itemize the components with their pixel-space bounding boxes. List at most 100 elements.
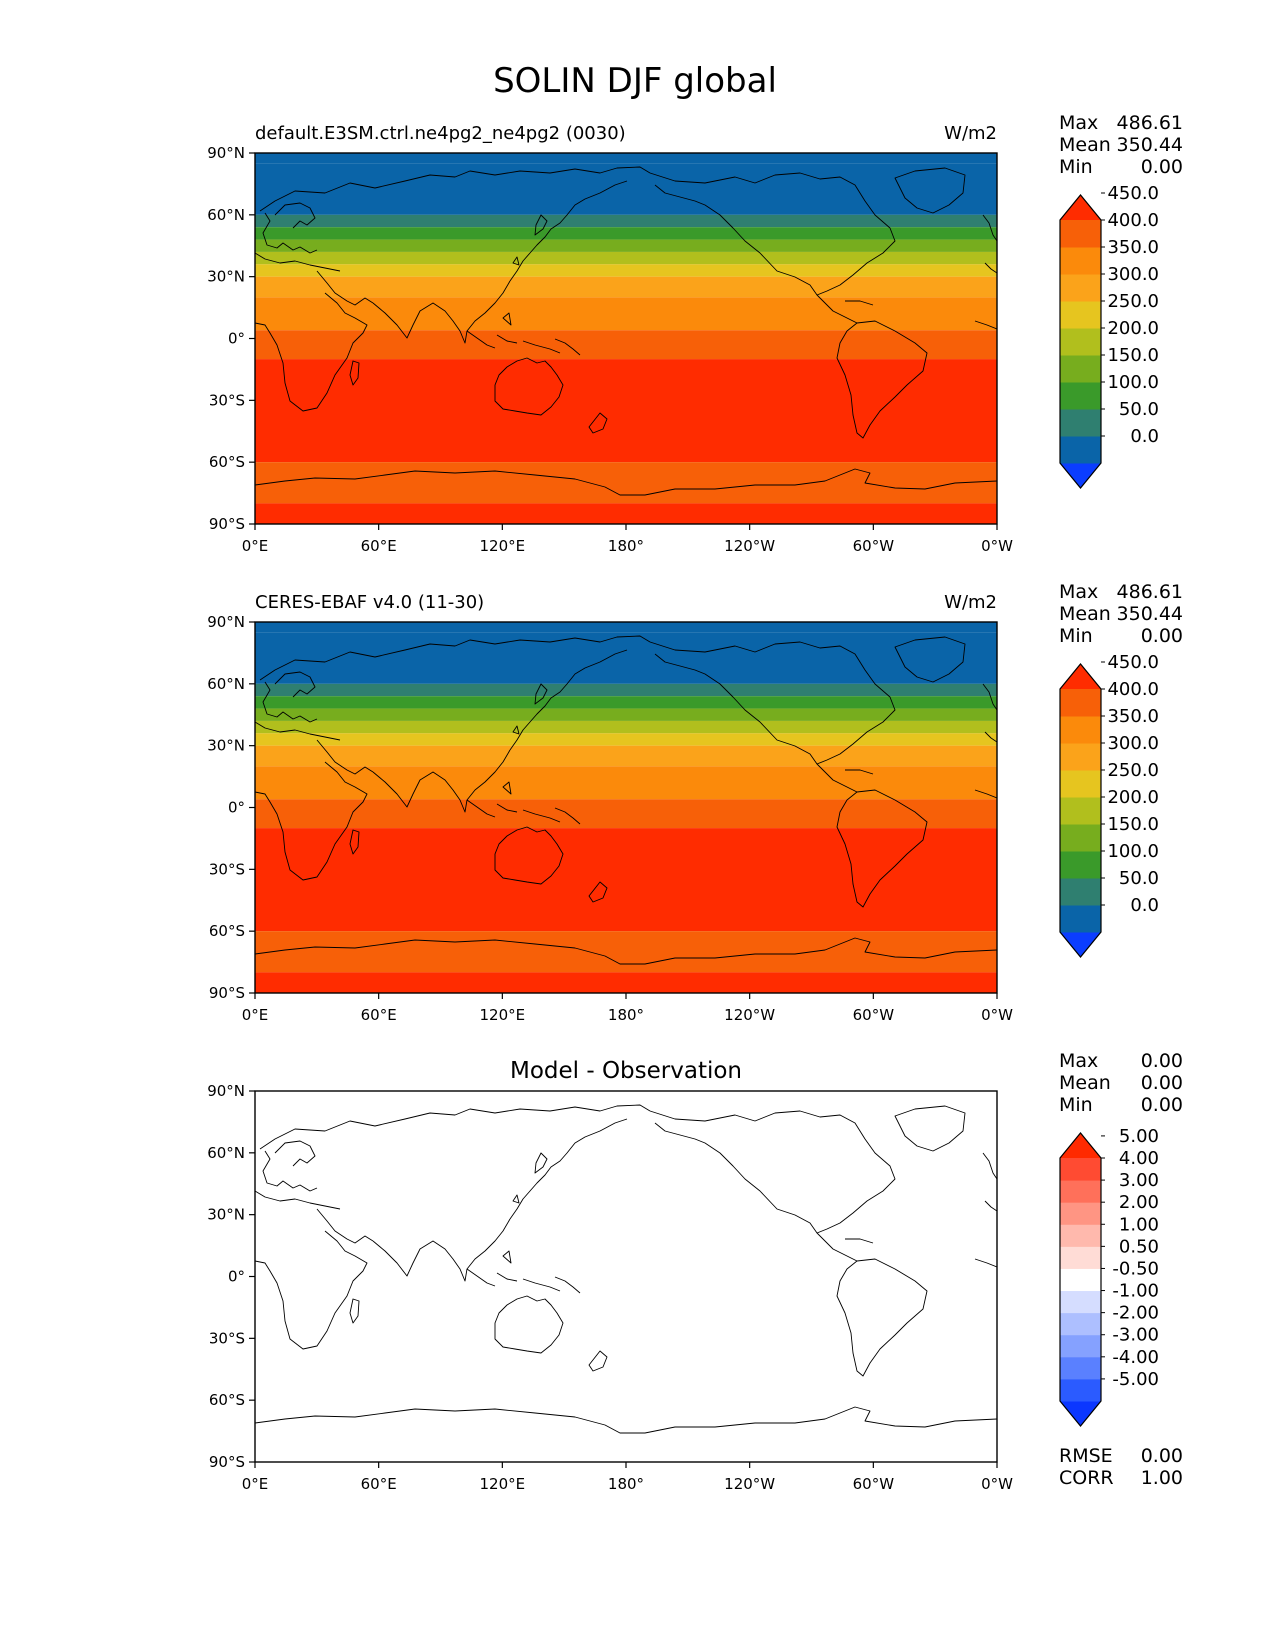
colorbar-segment — [1060, 409, 1101, 437]
colorbar-extend-max — [1060, 1133, 1101, 1158]
colorbar: 0.0 50.0 100.0 150.0 200.0 250.0 300.0 350.0 400… — [1059, 183, 1159, 489]
colorbar: -5.00-4.00-3.00-2.00-1.00-0.500.501.002.… — [1059, 1126, 1159, 1427]
zonal-band — [255, 330, 997, 360]
map-area — [254, 621, 998, 994]
zonal-band — [255, 503, 997, 524]
stat-value: 0.00 — [1141, 625, 1183, 647]
colorbar-tick-label: 50.0 — [1119, 868, 1159, 889]
y-tick-label: 0° — [228, 330, 245, 348]
colorbar-segment — [1060, 355, 1101, 383]
y-tick-label: 90°S — [209, 515, 245, 533]
zonal-band — [255, 462, 997, 504]
colorbar-segment — [1060, 770, 1101, 798]
colorbar-segment — [1060, 905, 1101, 933]
colorbar-tick-label: 200.0 — [1107, 787, 1159, 808]
colorbar-tick-label: 150.0 — [1107, 345, 1159, 366]
zonal-band — [255, 696, 997, 709]
x-tick-label: 120°W — [724, 1006, 775, 1024]
stat-label: RMSE — [1059, 1445, 1113, 1467]
zonal-band — [255, 708, 997, 721]
zonal-band — [255, 239, 997, 252]
colorbar-segment — [1060, 1158, 1101, 1181]
colorbar-tick-label: 450.0 — [1107, 183, 1159, 204]
zonal-band — [255, 214, 997, 228]
y-tick-label: 30°S — [209, 1329, 245, 1347]
x-tick-label: 120°E — [480, 537, 526, 555]
stat-label: Min — [1059, 1094, 1093, 1116]
colorbar-tick-label: 1.00 — [1119, 1214, 1159, 1235]
y-tick-label: 90°N — [207, 613, 245, 631]
colorbar-tick-label: -2.00 — [1112, 1303, 1159, 1324]
stat-value: 350.44 — [1117, 603, 1183, 625]
colorbar: 0.0 50.0 100.0 150.0 200.0 250.0 300.0 350.0 400… — [1059, 652, 1159, 958]
panel-title: Model - Observation — [510, 1058, 742, 1084]
stat-label: Mean — [1059, 1072, 1111, 1094]
stat-label: Min — [1059, 625, 1093, 647]
colorbar-tick-label: 350.0 — [1107, 706, 1159, 727]
y-tick-label: 60°S — [209, 1391, 245, 1409]
colorbar-extend-max — [1060, 195, 1101, 220]
colorbar-segment — [1060, 824, 1101, 852]
panel-units: W/m2 — [944, 592, 997, 613]
zonal-band — [255, 227, 997, 240]
map-area — [254, 152, 998, 525]
colorbar-tick-label: 50.0 — [1119, 399, 1159, 420]
zonal-band — [255, 720, 997, 734]
zonal-band — [255, 766, 997, 800]
colorbar-outline — [1059, 1132, 1102, 1427]
stats-block: Max 486.61 Mean 350.44 Min 0.00 — [1059, 581, 1183, 647]
colorbar-tick-label: 200.0 — [1107, 318, 1159, 339]
colorbar-extend-min — [1060, 463, 1101, 488]
zonal-band — [255, 359, 997, 463]
colorbar-outline — [1059, 194, 1102, 489]
panel-difference: Model - Observation 0°E 60°E 120°E 180° 120°… — [207, 1050, 1183, 1493]
stat-value: 0.00 — [1141, 1072, 1183, 1094]
colorbar-tick-label: 100.0 — [1107, 372, 1159, 393]
stat-label: Mean — [1059, 134, 1111, 156]
colorbar-tick-label: 2.00 — [1119, 1192, 1159, 1213]
x-tick-label: 60°E — [361, 537, 397, 555]
y-tick-label: 90°N — [207, 1082, 245, 1100]
y-tick-label: 30°N — [207, 737, 245, 755]
colorbar-segment — [1060, 247, 1101, 275]
x-tick-label: 0°W — [981, 1006, 1013, 1024]
colorbar-tick-label: 0.0 — [1130, 895, 1159, 916]
colorbar-segment — [1060, 1356, 1101, 1380]
figure-title: SOLIN DJF global — [493, 61, 777, 101]
x-tick-label: 180° — [608, 1475, 644, 1493]
colorbar-segment — [1060, 274, 1101, 302]
stat-value: 0.00 — [1141, 1094, 1183, 1116]
axes: 0°E 60°E 120°E 180° 120°W 60°W 0°W 90°N 60°N 30°N… — [207, 144, 1013, 555]
x-tick-label: 120°W — [724, 1475, 775, 1493]
stat-value: 1.00 — [1141, 1467, 1183, 1489]
x-tick-label: 0°W — [981, 537, 1013, 555]
x-tick-label: 120°E — [480, 1475, 526, 1493]
colorbar-segment — [1060, 797, 1101, 825]
colorbar-tick-label: 100.0 — [1107, 841, 1159, 862]
zonal-band — [255, 931, 997, 973]
colorbar-segment — [1060, 689, 1101, 717]
colorbar-segment — [1060, 878, 1101, 906]
axes: 0°E 60°E 120°E 180° 120°W 60°W 0°W 90°N 60°N 30°N… — [207, 1082, 1013, 1493]
stat-label: Max — [1059, 581, 1098, 603]
colorbar-tick-label: 250.0 — [1107, 760, 1159, 781]
zonal-band — [255, 163, 997, 215]
x-tick-label: 60°W — [853, 1475, 895, 1493]
y-tick-label: 0° — [228, 1268, 245, 1286]
x-tick-label: 120°E — [480, 1006, 526, 1024]
zonal-band — [255, 828, 997, 932]
x-tick-label: 0°E — [242, 537, 269, 555]
stat-label: Max — [1059, 112, 1098, 134]
colorbar-tick-label: -5.00 — [1112, 1369, 1159, 1390]
colorbar-extend-min — [1060, 1401, 1101, 1426]
colorbar-segment — [1060, 851, 1101, 879]
colorbar-tick-label: 4.00 — [1119, 1148, 1159, 1169]
colorbar-segment — [1060, 220, 1101, 248]
colorbar-tick-label: 450.0 — [1107, 652, 1159, 673]
y-tick-label: 60°N — [207, 675, 245, 693]
y-tick-label: 60°S — [209, 922, 245, 940]
colorbar-segment — [1060, 716, 1101, 744]
colorbar-tick-label: 300.0 — [1107, 733, 1159, 754]
y-tick-label: 90°N — [207, 144, 245, 162]
y-tick-label: 60°S — [209, 453, 245, 471]
